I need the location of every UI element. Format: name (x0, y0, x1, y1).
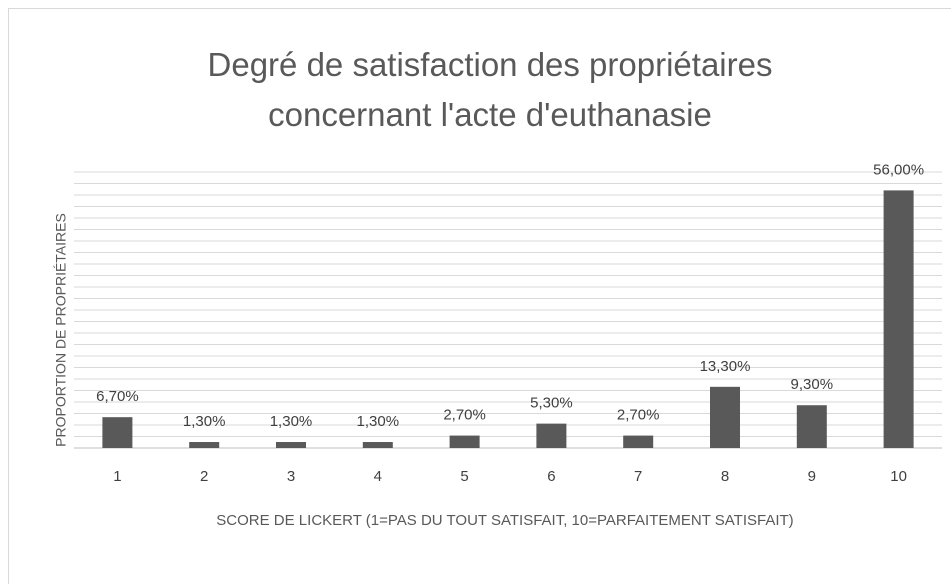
data-label: 2,70% (443, 407, 486, 424)
x-tick-label: 5 (460, 468, 468, 485)
x-tick-label: 7 (634, 468, 642, 485)
data-label: 56,00% (873, 161, 924, 178)
data-label: 6,70% (96, 388, 139, 405)
chart-title: Degré de satisfaction des propriétaires … (207, 46, 773, 133)
data-label: 5,30% (530, 395, 573, 412)
bar (883, 190, 914, 448)
bar (362, 442, 393, 448)
data-label: 9,30% (791, 376, 834, 393)
chart-frame (8, 8, 951, 584)
data-label: 1,30% (357, 413, 400, 430)
x-tick-label: 8 (721, 468, 729, 485)
data-label: 2,70% (617, 407, 660, 424)
x-tick-label: 6 (547, 468, 555, 485)
x-tick-label: 4 (374, 468, 382, 485)
x-tick-label: 9 (808, 468, 816, 485)
x-tick-label: 10 (890, 468, 907, 485)
bar (276, 442, 306, 448)
data-label: 1,30% (183, 413, 226, 430)
bar (102, 417, 133, 448)
x-tick-label: 1 (113, 468, 121, 485)
data-label: 1,30% (270, 413, 313, 430)
x-tick-label: 3 (287, 468, 295, 485)
bar (189, 442, 220, 448)
bar (796, 405, 827, 448)
x-axis-label: SCORE DE LICKERT (1=PAS DU TOUT SATISFAI… (216, 512, 794, 529)
data-label: 13,30% (700, 358, 751, 375)
bar (623, 435, 654, 448)
bar (710, 386, 740, 448)
y-axis-label: PROPORTION DE PROPRIÉTAIRES (53, 213, 69, 447)
x-tick-label: 2 (200, 468, 208, 485)
bar (449, 435, 480, 448)
bar (536, 423, 567, 448)
